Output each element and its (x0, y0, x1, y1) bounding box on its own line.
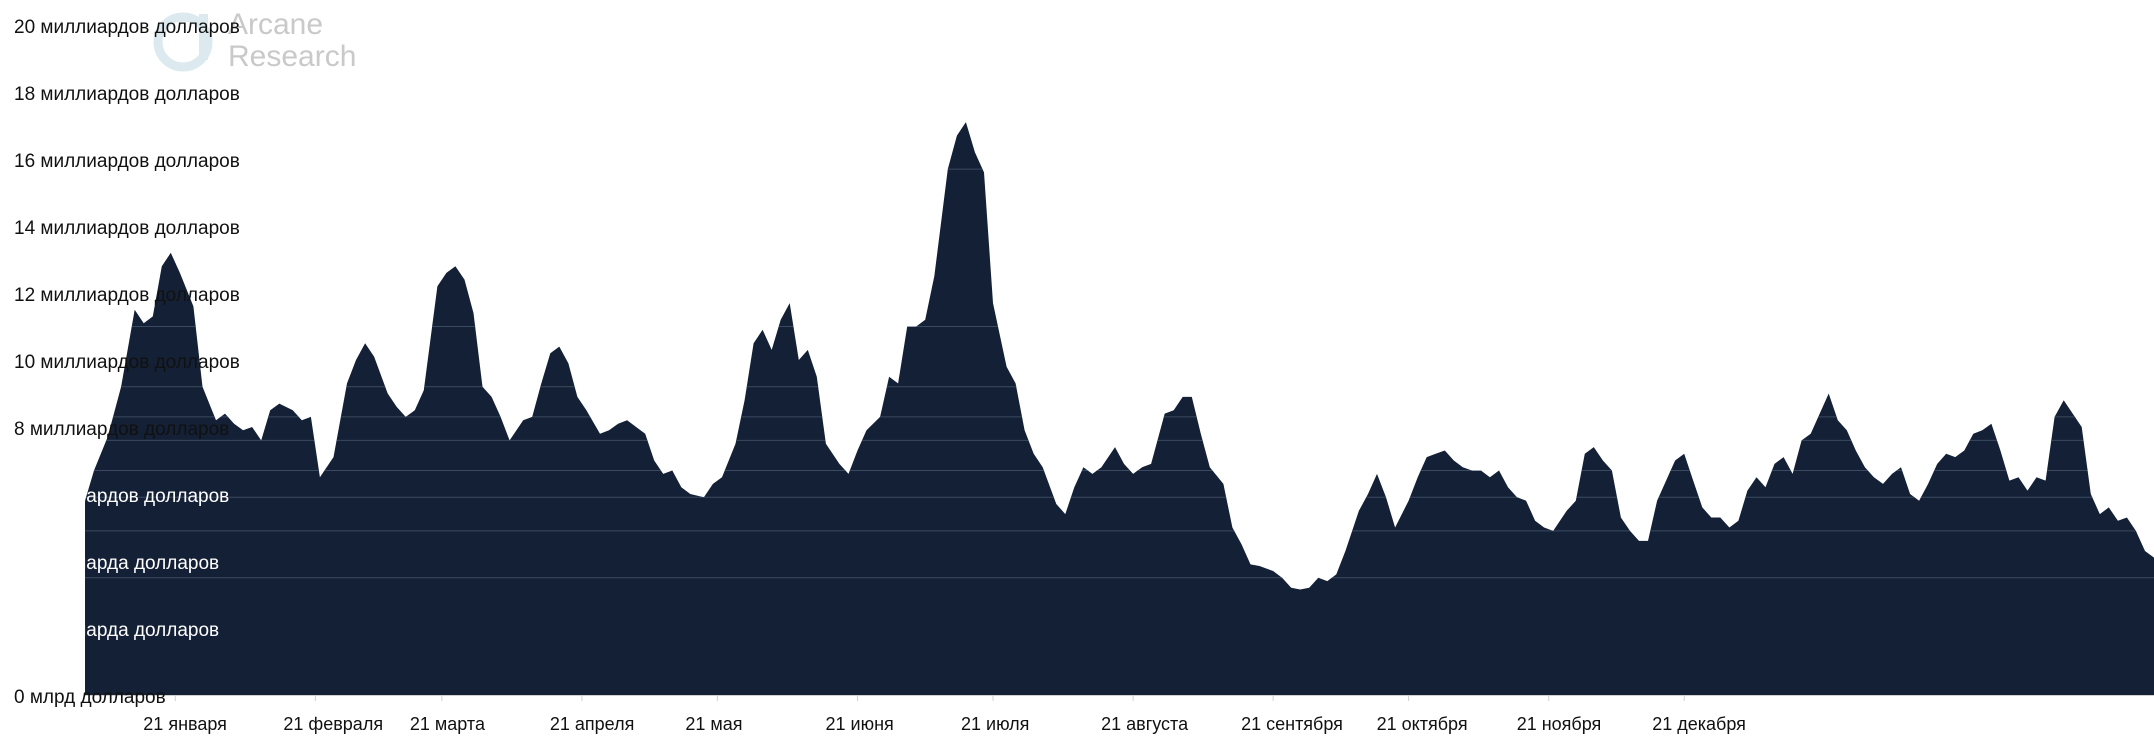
x-tick-label: 21 марта (410, 714, 486, 734)
x-tick-label: 21 декабря (1652, 714, 1746, 734)
y-tick-label: 12 миллиардов долларов (14, 285, 240, 306)
arcane-logo-icon (153, 12, 213, 72)
arcane-research-logo: Arcane Research (153, 8, 356, 73)
y-axis-labels: 0 млрд долларов 2 миллиарда долларов 4 мил… (14, 17, 240, 708)
logo-line1: Arcane (228, 8, 323, 41)
y-tick-label: 4 миллиарда долларов (14, 553, 219, 574)
x-tick-label: 21 октября (1377, 714, 1468, 734)
y-tick-label: 14 миллиардов долларов (14, 218, 240, 239)
y-tick-label: 20 миллиардов долларов (14, 17, 240, 38)
x-tick-label: 21 июня (826, 714, 894, 734)
x-tick-label: 21 апреля (550, 714, 634, 734)
y-tick-label: 16 миллиардов долларов (14, 151, 240, 172)
logo-line2: Research (228, 40, 356, 73)
x-tick-label: 21 февраля (283, 714, 383, 734)
y-tick-label: 8 миллиардов долларов (14, 419, 229, 440)
y-tick-label: 6 миллиардов долларов (14, 486, 229, 507)
y-tick-label: 10 миллиардов долларов (14, 352, 240, 373)
x-tick-label: 21 августа (1101, 714, 1189, 734)
x-tick-label: 21 ноября (1517, 714, 1602, 734)
x-tick-label: 21 января (143, 714, 227, 734)
y-tick-label: 0 млрд долларов (14, 687, 166, 708)
x-tick-label: 21 сентября (1241, 714, 1343, 734)
x-tick-label: 21 мая (685, 714, 742, 734)
area-series-0 (85, 122, 2154, 696)
x-tick-label: 21 июля (961, 714, 1029, 734)
x-axis-labels: 21 января 21 февраля 21 марта 21 апреля 21 м… (143, 695, 1746, 734)
plot-area (85, 122, 2154, 696)
y-tick-label: 18 миллиардов долларов (14, 84, 240, 105)
y-tick-label: 2 миллиарда долларов (14, 620, 219, 641)
